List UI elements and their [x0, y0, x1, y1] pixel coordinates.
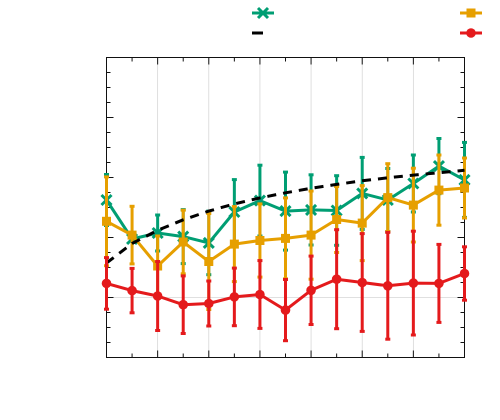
x-marker [256, 6, 270, 20]
square-marker [229, 239, 239, 249]
series-3 [101, 228, 470, 343]
series-group [100, 137, 471, 343]
square-marker [204, 257, 214, 266]
circle-marker [331, 274, 342, 285]
legend [252, 6, 482, 38]
square-marker [466, 8, 476, 18]
series-line [105, 168, 465, 265]
square-marker [281, 233, 290, 243]
circle-marker [127, 285, 137, 296]
square-marker [332, 215, 342, 224]
square-marker [102, 216, 111, 226]
square-marker [357, 218, 367, 228]
x-marker-stroke [256, 6, 270, 20]
circle-marker [382, 281, 393, 291]
circle-marker [466, 28, 476, 38]
circle-marker [178, 299, 189, 310]
square-marker [460, 183, 469, 193]
square-marker [434, 185, 444, 195]
circle-marker [434, 278, 444, 289]
series-2 [105, 168, 465, 265]
square-marker [383, 193, 393, 203]
circle-marker [408, 278, 419, 288]
circle-marker [459, 268, 470, 279]
circle-marker [101, 278, 112, 289]
circle-marker [229, 292, 240, 302]
legend-entry-1 [460, 8, 482, 18]
circle-marker [306, 285, 316, 296]
circle-marker [357, 277, 368, 288]
square-marker [255, 236, 265, 245]
x-marker-stroke [253, 194, 266, 207]
square-marker [306, 230, 316, 240]
circle-marker [280, 305, 291, 315]
circle-marker [152, 291, 163, 301]
legend-entry-3 [460, 28, 482, 38]
square-marker [408, 200, 418, 210]
legend-entry-0 [252, 6, 274, 20]
square-marker [178, 237, 188, 247]
square-marker [127, 230, 137, 240]
circle-marker [203, 298, 214, 309]
circle-marker [255, 289, 265, 300]
